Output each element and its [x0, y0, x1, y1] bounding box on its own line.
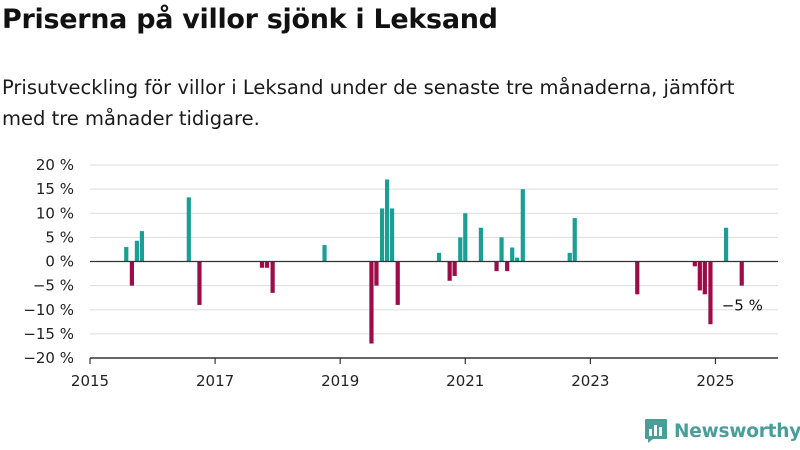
- x-tick-label: 2015: [71, 372, 109, 390]
- bar: [436, 252, 442, 262]
- bar: [572, 218, 577, 262]
- bar: [395, 261, 400, 305]
- y-tick-label: 15 %: [36, 180, 74, 198]
- x-tick-label: 2021: [446, 372, 484, 390]
- bar: [264, 261, 270, 268]
- bar: [259, 261, 265, 268]
- bar: [384, 179, 390, 262]
- bar: [447, 261, 452, 281]
- newsworthy-logo-icon: [645, 419, 667, 443]
- y-tick-label: −10 %: [23, 301, 74, 319]
- bar: [708, 261, 713, 325]
- bar: [129, 261, 135, 286]
- bar: [515, 257, 520, 262]
- y-tick-label: −5 %: [33, 277, 74, 295]
- bar: [124, 247, 129, 262]
- bar: [379, 208, 385, 262]
- bar: [494, 261, 499, 272]
- x-tick-label: 2023: [571, 372, 609, 390]
- chart-title: Priserna på villor sjönk i Leksand: [2, 4, 498, 35]
- bar: [322, 245, 327, 262]
- x-tick-label: 2017: [196, 372, 234, 390]
- y-tick-label: −15 %: [23, 325, 74, 343]
- bar: [505, 261, 510, 272]
- bar: [567, 252, 572, 262]
- annotation-label: −5 %: [722, 297, 763, 315]
- bar: [478, 227, 484, 262]
- y-tick-label: 0 %: [45, 253, 74, 271]
- brand: Newsworthy: [644, 418, 800, 444]
- bar: [702, 261, 707, 295]
- y-tick-label: 5 %: [45, 228, 74, 246]
- bar: [520, 189, 525, 262]
- brand-name: Newsworthy: [674, 420, 800, 442]
- bar: [499, 237, 504, 262]
- bar: [270, 261, 275, 293]
- bar: [389, 208, 395, 262]
- bar: [197, 261, 202, 305]
- bar: [374, 261, 379, 286]
- bar: [369, 261, 374, 344]
- bar: [458, 237, 463, 262]
- y-tick-label: 10 %: [36, 204, 74, 222]
- bar: [723, 227, 729, 262]
- x-tick-label: 2025: [696, 372, 734, 390]
- x-tick-label: 2019: [321, 372, 359, 390]
- chart-subtitle: Prisutveckling för villor i Leksand unde…: [2, 76, 735, 130]
- bar: [186, 197, 191, 262]
- bar: [697, 261, 702, 291]
- bar: [134, 240, 140, 262]
- bar: [635, 261, 640, 295]
- y-tick-label: 20 %: [36, 156, 74, 174]
- bar: [510, 247, 515, 262]
- y-tick-label: −20 %: [23, 349, 74, 367]
- bar: [452, 261, 457, 276]
- bar: [463, 213, 468, 262]
- bar: [692, 261, 697, 267]
- bar: [739, 261, 744, 286]
- bar: [139, 231, 145, 262]
